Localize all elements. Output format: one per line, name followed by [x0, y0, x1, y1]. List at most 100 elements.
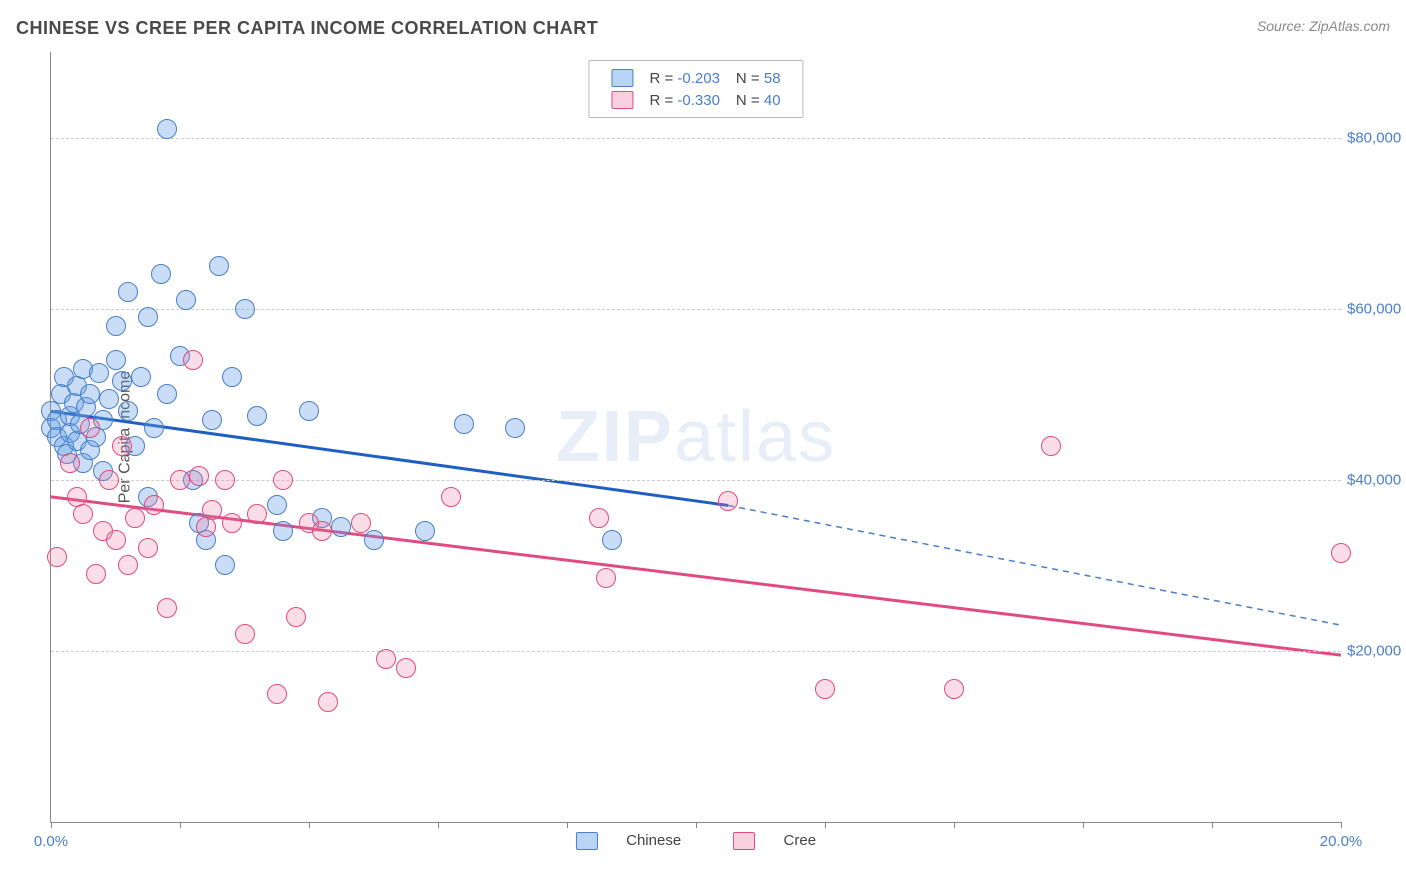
data-point: [176, 290, 196, 310]
x-tick: [309, 822, 310, 828]
data-point: [80, 418, 100, 438]
data-point: [247, 504, 267, 524]
data-point: [235, 299, 255, 319]
data-point: [157, 384, 177, 404]
data-point: [86, 564, 106, 584]
data-point: [1041, 436, 1061, 456]
series-legend: Chinese Cree: [552, 832, 840, 850]
data-point: [596, 568, 616, 588]
data-point: [376, 649, 396, 669]
swatch-cree: [611, 91, 633, 109]
data-point: [112, 371, 132, 391]
data-point: [106, 530, 126, 550]
data-point: [138, 538, 158, 558]
data-point: [944, 679, 964, 699]
swatch-chinese: [611, 69, 633, 87]
data-point: [209, 256, 229, 276]
data-point: [364, 530, 384, 550]
r-value-cree: -0.330: [677, 92, 720, 109]
n-label-cree: N =: [736, 92, 760, 109]
data-point: [106, 316, 126, 336]
data-point: [215, 555, 235, 575]
correlation-legend: R = -0.203 N = 58 R = -0.330 N = 40: [588, 60, 803, 118]
data-point: [47, 547, 67, 567]
x-tick: [438, 822, 439, 828]
data-point: [144, 418, 164, 438]
data-point: [170, 470, 190, 490]
data-point: [118, 401, 138, 421]
data-point: [235, 624, 255, 644]
data-point: [73, 504, 93, 524]
gridline-h: [51, 651, 1341, 652]
y-tick-label: $20,000: [1347, 642, 1401, 659]
x-tick: [825, 822, 826, 828]
data-point: [80, 384, 100, 404]
x-tick: [1341, 822, 1342, 828]
data-point: [589, 508, 609, 528]
x-tick: [51, 822, 52, 828]
n-label-chinese: N =: [736, 70, 760, 87]
x-tick: [1212, 822, 1213, 828]
data-point: [351, 513, 371, 533]
gridline-h: [51, 480, 1341, 481]
x-tick: [696, 822, 697, 828]
series-label-chinese: Chinese: [626, 832, 681, 849]
legend-row-cree: R = -0.330 N = 40: [603, 89, 788, 111]
data-point: [106, 350, 126, 370]
data-point: [286, 607, 306, 627]
data-point: [112, 436, 132, 456]
data-point: [815, 679, 835, 699]
data-point: [151, 264, 171, 284]
x-tick: [180, 822, 181, 828]
y-tick-label: $80,000: [1347, 129, 1401, 146]
series-label-cree: Cree: [784, 832, 817, 849]
data-point: [189, 466, 209, 486]
data-point: [118, 555, 138, 575]
trend-lines-layer: [51, 52, 1341, 822]
swatch-cree-icon: [733, 832, 755, 850]
data-point: [60, 453, 80, 473]
chart-title: CHINESE VS CREE PER CAPITA INCOME CORREL…: [16, 18, 598, 39]
source-prefix: Source:: [1257, 18, 1309, 34]
data-point: [144, 495, 164, 515]
data-point: [273, 521, 293, 541]
data-point: [196, 517, 216, 537]
data-point: [718, 491, 738, 511]
data-point: [1331, 543, 1351, 563]
legend-row-chinese: R = -0.203 N = 58: [603, 67, 788, 89]
data-point: [454, 414, 474, 434]
x-tick: [954, 822, 955, 828]
data-point: [299, 401, 319, 421]
data-point: [222, 367, 242, 387]
source-name: ZipAtlas.com: [1309, 18, 1390, 34]
data-point: [273, 470, 293, 490]
r-label-chinese: R =: [649, 70, 673, 87]
swatch-chinese-icon: [576, 832, 598, 850]
x-tick: [567, 822, 568, 828]
data-point: [222, 513, 242, 533]
x-tick-label: 20.0%: [1320, 833, 1363, 850]
trend-line: [728, 505, 1341, 625]
r-value-chinese: -0.203: [677, 70, 720, 87]
x-tick-label: 0.0%: [34, 833, 68, 850]
data-point: [331, 517, 351, 537]
data-point: [215, 470, 235, 490]
data-point: [267, 495, 287, 515]
x-tick: [1083, 822, 1084, 828]
data-point: [312, 521, 332, 541]
data-point: [441, 487, 461, 507]
data-point: [183, 350, 203, 370]
y-tick-label: $40,000: [1347, 471, 1401, 488]
data-point: [99, 470, 119, 490]
n-value-cree: 40: [764, 92, 781, 109]
data-point: [157, 119, 177, 139]
data-point: [505, 418, 525, 438]
data-point: [118, 282, 138, 302]
gridline-h: [51, 138, 1341, 139]
data-point: [396, 658, 416, 678]
source-attribution: Source: ZipAtlas.com: [1257, 18, 1390, 34]
data-point: [138, 307, 158, 327]
r-label-cree: R =: [649, 92, 673, 109]
data-point: [131, 367, 151, 387]
n-value-chinese: 58: [764, 70, 781, 87]
